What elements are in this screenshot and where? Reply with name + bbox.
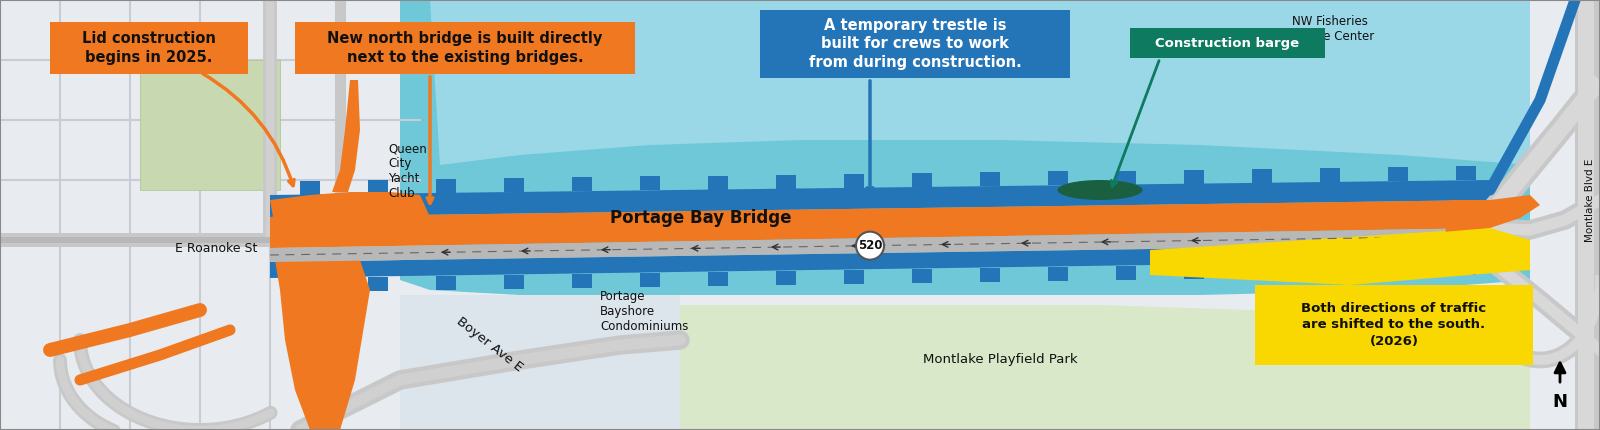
- Polygon shape: [400, 0, 1530, 295]
- Text: NW Fisheries
Science Center: NW Fisheries Science Center: [1285, 15, 1374, 43]
- Circle shape: [856, 232, 883, 260]
- FancyBboxPatch shape: [368, 276, 387, 291]
- FancyBboxPatch shape: [294, 22, 635, 74]
- Text: Portage
Bayshore
Condominiums: Portage Bayshore Condominiums: [600, 290, 688, 333]
- Text: Both directions of traffic
are shifted to the south.
(2026): Both directions of traffic are shifted t…: [1301, 302, 1486, 347]
- Polygon shape: [430, 0, 1530, 165]
- Polygon shape: [270, 200, 1490, 248]
- FancyBboxPatch shape: [640, 273, 661, 286]
- Polygon shape: [1445, 195, 1539, 235]
- Polygon shape: [333, 80, 360, 192]
- Polygon shape: [680, 305, 1530, 430]
- Ellipse shape: [1058, 180, 1142, 200]
- FancyBboxPatch shape: [912, 268, 931, 283]
- Text: Lid construction
begins in 2025.: Lid construction begins in 2025.: [82, 31, 216, 65]
- Polygon shape: [1150, 228, 1530, 285]
- FancyBboxPatch shape: [707, 175, 728, 190]
- Polygon shape: [400, 295, 680, 430]
- FancyBboxPatch shape: [368, 180, 387, 194]
- Polygon shape: [270, 228, 1490, 262]
- FancyBboxPatch shape: [504, 274, 525, 289]
- FancyBboxPatch shape: [0, 233, 419, 247]
- Text: N: N: [1552, 393, 1568, 411]
- FancyBboxPatch shape: [573, 273, 592, 288]
- Text: Queen
City
Yacht
Club: Queen City Yacht Club: [387, 142, 427, 200]
- FancyBboxPatch shape: [776, 175, 797, 189]
- FancyBboxPatch shape: [1184, 264, 1205, 279]
- FancyBboxPatch shape: [1578, 0, 1594, 430]
- FancyBboxPatch shape: [50, 22, 248, 74]
- FancyBboxPatch shape: [0, 0, 419, 430]
- FancyBboxPatch shape: [1574, 0, 1600, 430]
- FancyBboxPatch shape: [760, 10, 1070, 78]
- Text: Montlake Playfield Park: Montlake Playfield Park: [923, 353, 1077, 366]
- FancyBboxPatch shape: [1251, 264, 1272, 277]
- FancyBboxPatch shape: [435, 179, 456, 193]
- FancyBboxPatch shape: [1320, 168, 1341, 182]
- FancyBboxPatch shape: [1048, 267, 1069, 280]
- FancyBboxPatch shape: [1456, 261, 1475, 274]
- Text: 520: 520: [858, 239, 882, 252]
- Text: Montlake Blvd E: Montlake Blvd E: [1586, 158, 1595, 242]
- Polygon shape: [270, 210, 430, 250]
- FancyBboxPatch shape: [141, 60, 280, 190]
- FancyBboxPatch shape: [504, 178, 525, 192]
- FancyBboxPatch shape: [1130, 28, 1325, 58]
- FancyBboxPatch shape: [776, 270, 797, 285]
- FancyBboxPatch shape: [979, 172, 1000, 186]
- Text: New north bridge is built directly
next to the existing bridges.: New north bridge is built directly next …: [328, 31, 603, 65]
- Text: Construction barge: Construction barge: [1155, 37, 1299, 49]
- FancyBboxPatch shape: [1320, 262, 1341, 276]
- Polygon shape: [270, 192, 430, 228]
- Text: Portage Bay Bridge: Portage Bay Bridge: [610, 209, 792, 227]
- FancyBboxPatch shape: [1048, 172, 1069, 185]
- FancyBboxPatch shape: [1254, 285, 1533, 365]
- FancyBboxPatch shape: [301, 277, 320, 292]
- FancyBboxPatch shape: [979, 267, 1000, 282]
- FancyBboxPatch shape: [1456, 166, 1475, 181]
- FancyBboxPatch shape: [1389, 261, 1408, 276]
- Text: A temporary trestle is
built for crews to work
from during construction.: A temporary trestle is built for crews t…: [808, 18, 1021, 70]
- FancyBboxPatch shape: [912, 173, 931, 187]
- FancyBboxPatch shape: [1117, 265, 1136, 280]
- Polygon shape: [280, 248, 355, 430]
- FancyBboxPatch shape: [707, 271, 728, 286]
- FancyBboxPatch shape: [1251, 169, 1272, 183]
- FancyBboxPatch shape: [573, 177, 592, 191]
- Text: Boyer Ave E: Boyer Ave E: [454, 315, 525, 375]
- FancyBboxPatch shape: [0, 237, 419, 243]
- Text: E Roanoke St: E Roanoke St: [174, 242, 258, 255]
- FancyBboxPatch shape: [1389, 167, 1408, 181]
- FancyBboxPatch shape: [301, 181, 320, 195]
- FancyBboxPatch shape: [1117, 171, 1136, 184]
- Polygon shape: [270, 180, 1490, 217]
- FancyBboxPatch shape: [845, 270, 864, 283]
- FancyBboxPatch shape: [435, 276, 456, 289]
- Polygon shape: [270, 244, 1490, 278]
- FancyBboxPatch shape: [1184, 170, 1205, 184]
- FancyBboxPatch shape: [845, 174, 864, 188]
- Polygon shape: [275, 248, 370, 430]
- FancyBboxPatch shape: [640, 176, 661, 190]
- Polygon shape: [1250, 228, 1490, 260]
